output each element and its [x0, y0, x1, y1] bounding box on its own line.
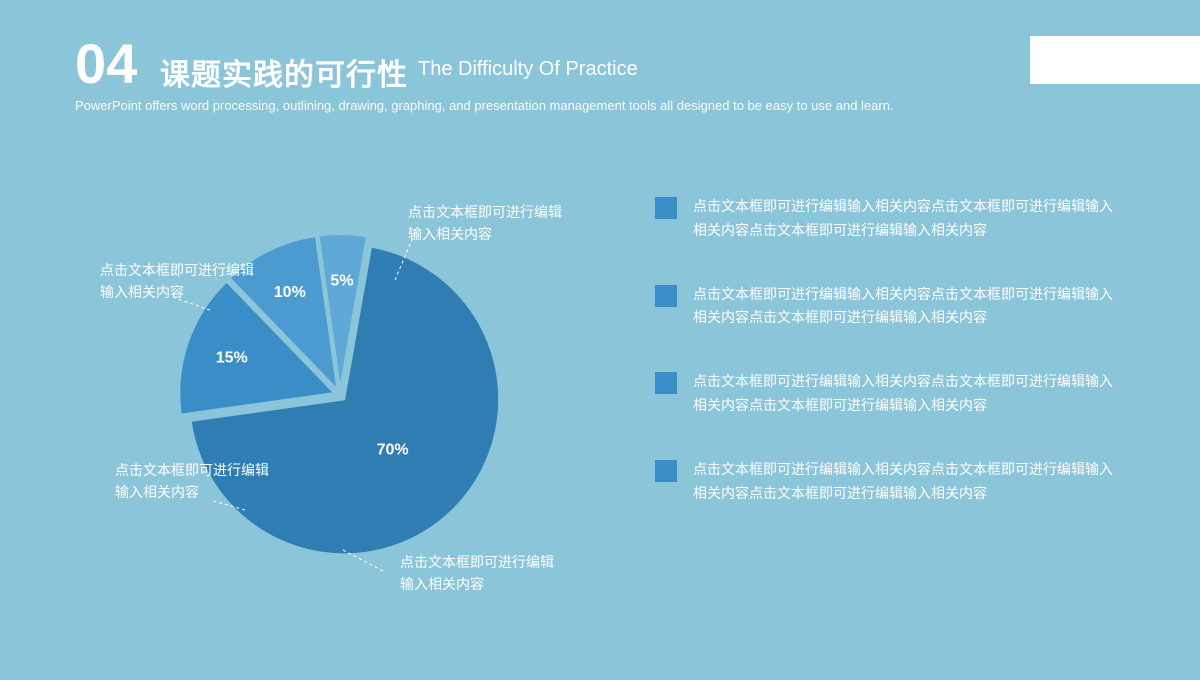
- title-english: The Difficulty Of Practice: [418, 58, 638, 81]
- bullet-row-2: 点击文本框即可进行编辑输入相关内容点击文本框即可进行编辑输入相关内容点击文本框即…: [655, 370, 1155, 418]
- bullet-list: 点击文本框即可进行编辑输入相关内容点击文本框即可进行编辑输入相关内容点击文本框即…: [655, 195, 1155, 545]
- section-number: 04: [75, 36, 137, 92]
- pie-callout-2: 点击文本框即可进行编辑输入相关内容: [115, 460, 275, 503]
- pie-slice-label-0: 70%: [377, 441, 409, 458]
- bullet-square-icon: [655, 285, 677, 307]
- bullet-text-0: 点击文本框即可进行编辑输入相关内容点击文本框即可进行编辑输入相关内容点击文本框即…: [693, 195, 1113, 243]
- bullet-row-3: 点击文本框即可进行编辑输入相关内容点击文本框即可进行编辑输入相关内容点击文本框即…: [655, 458, 1155, 506]
- pie-callout-3: 点击文本框即可进行编辑输入相关内容: [100, 260, 260, 303]
- pie-callout-0: 点击文本框即可进行编辑输入相关内容: [408, 202, 568, 245]
- title-chinese: 课题实践的可行性: [160, 50, 408, 94]
- header-white-block: [1030, 36, 1200, 84]
- bullet-square-icon: [655, 372, 677, 394]
- pie-slice-label-2: 10%: [274, 284, 306, 301]
- bullet-row-1: 点击文本框即可进行编辑输入相关内容点击文本框即可进行编辑输入相关内容点击文本框即…: [655, 283, 1155, 331]
- bullet-text-3: 点击文本框即可进行编辑输入相关内容点击文本框即可进行编辑输入相关内容点击文本框即…: [693, 458, 1113, 506]
- bullet-text-2: 点击文本框即可进行编辑输入相关内容点击文本框即可进行编辑输入相关内容点击文本框即…: [693, 370, 1113, 418]
- bullet-square-icon: [655, 460, 677, 482]
- bullet-text-1: 点击文本框即可进行编辑输入相关内容点击文本框即可进行编辑输入相关内容点击文本框即…: [693, 283, 1113, 331]
- bullet-row-0: 点击文本框即可进行编辑输入相关内容点击文本框即可进行编辑输入相关内容点击文本框即…: [655, 195, 1155, 243]
- pie-slice-label-3: 5%: [330, 273, 353, 290]
- pie-callout-1: 点击文本框即可进行编辑输入相关内容: [400, 552, 560, 595]
- subtitle: PowerPoint offers word processing, outli…: [75, 98, 894, 113]
- bullet-square-icon: [655, 197, 677, 219]
- pie-slice-label-1: 15%: [216, 350, 248, 367]
